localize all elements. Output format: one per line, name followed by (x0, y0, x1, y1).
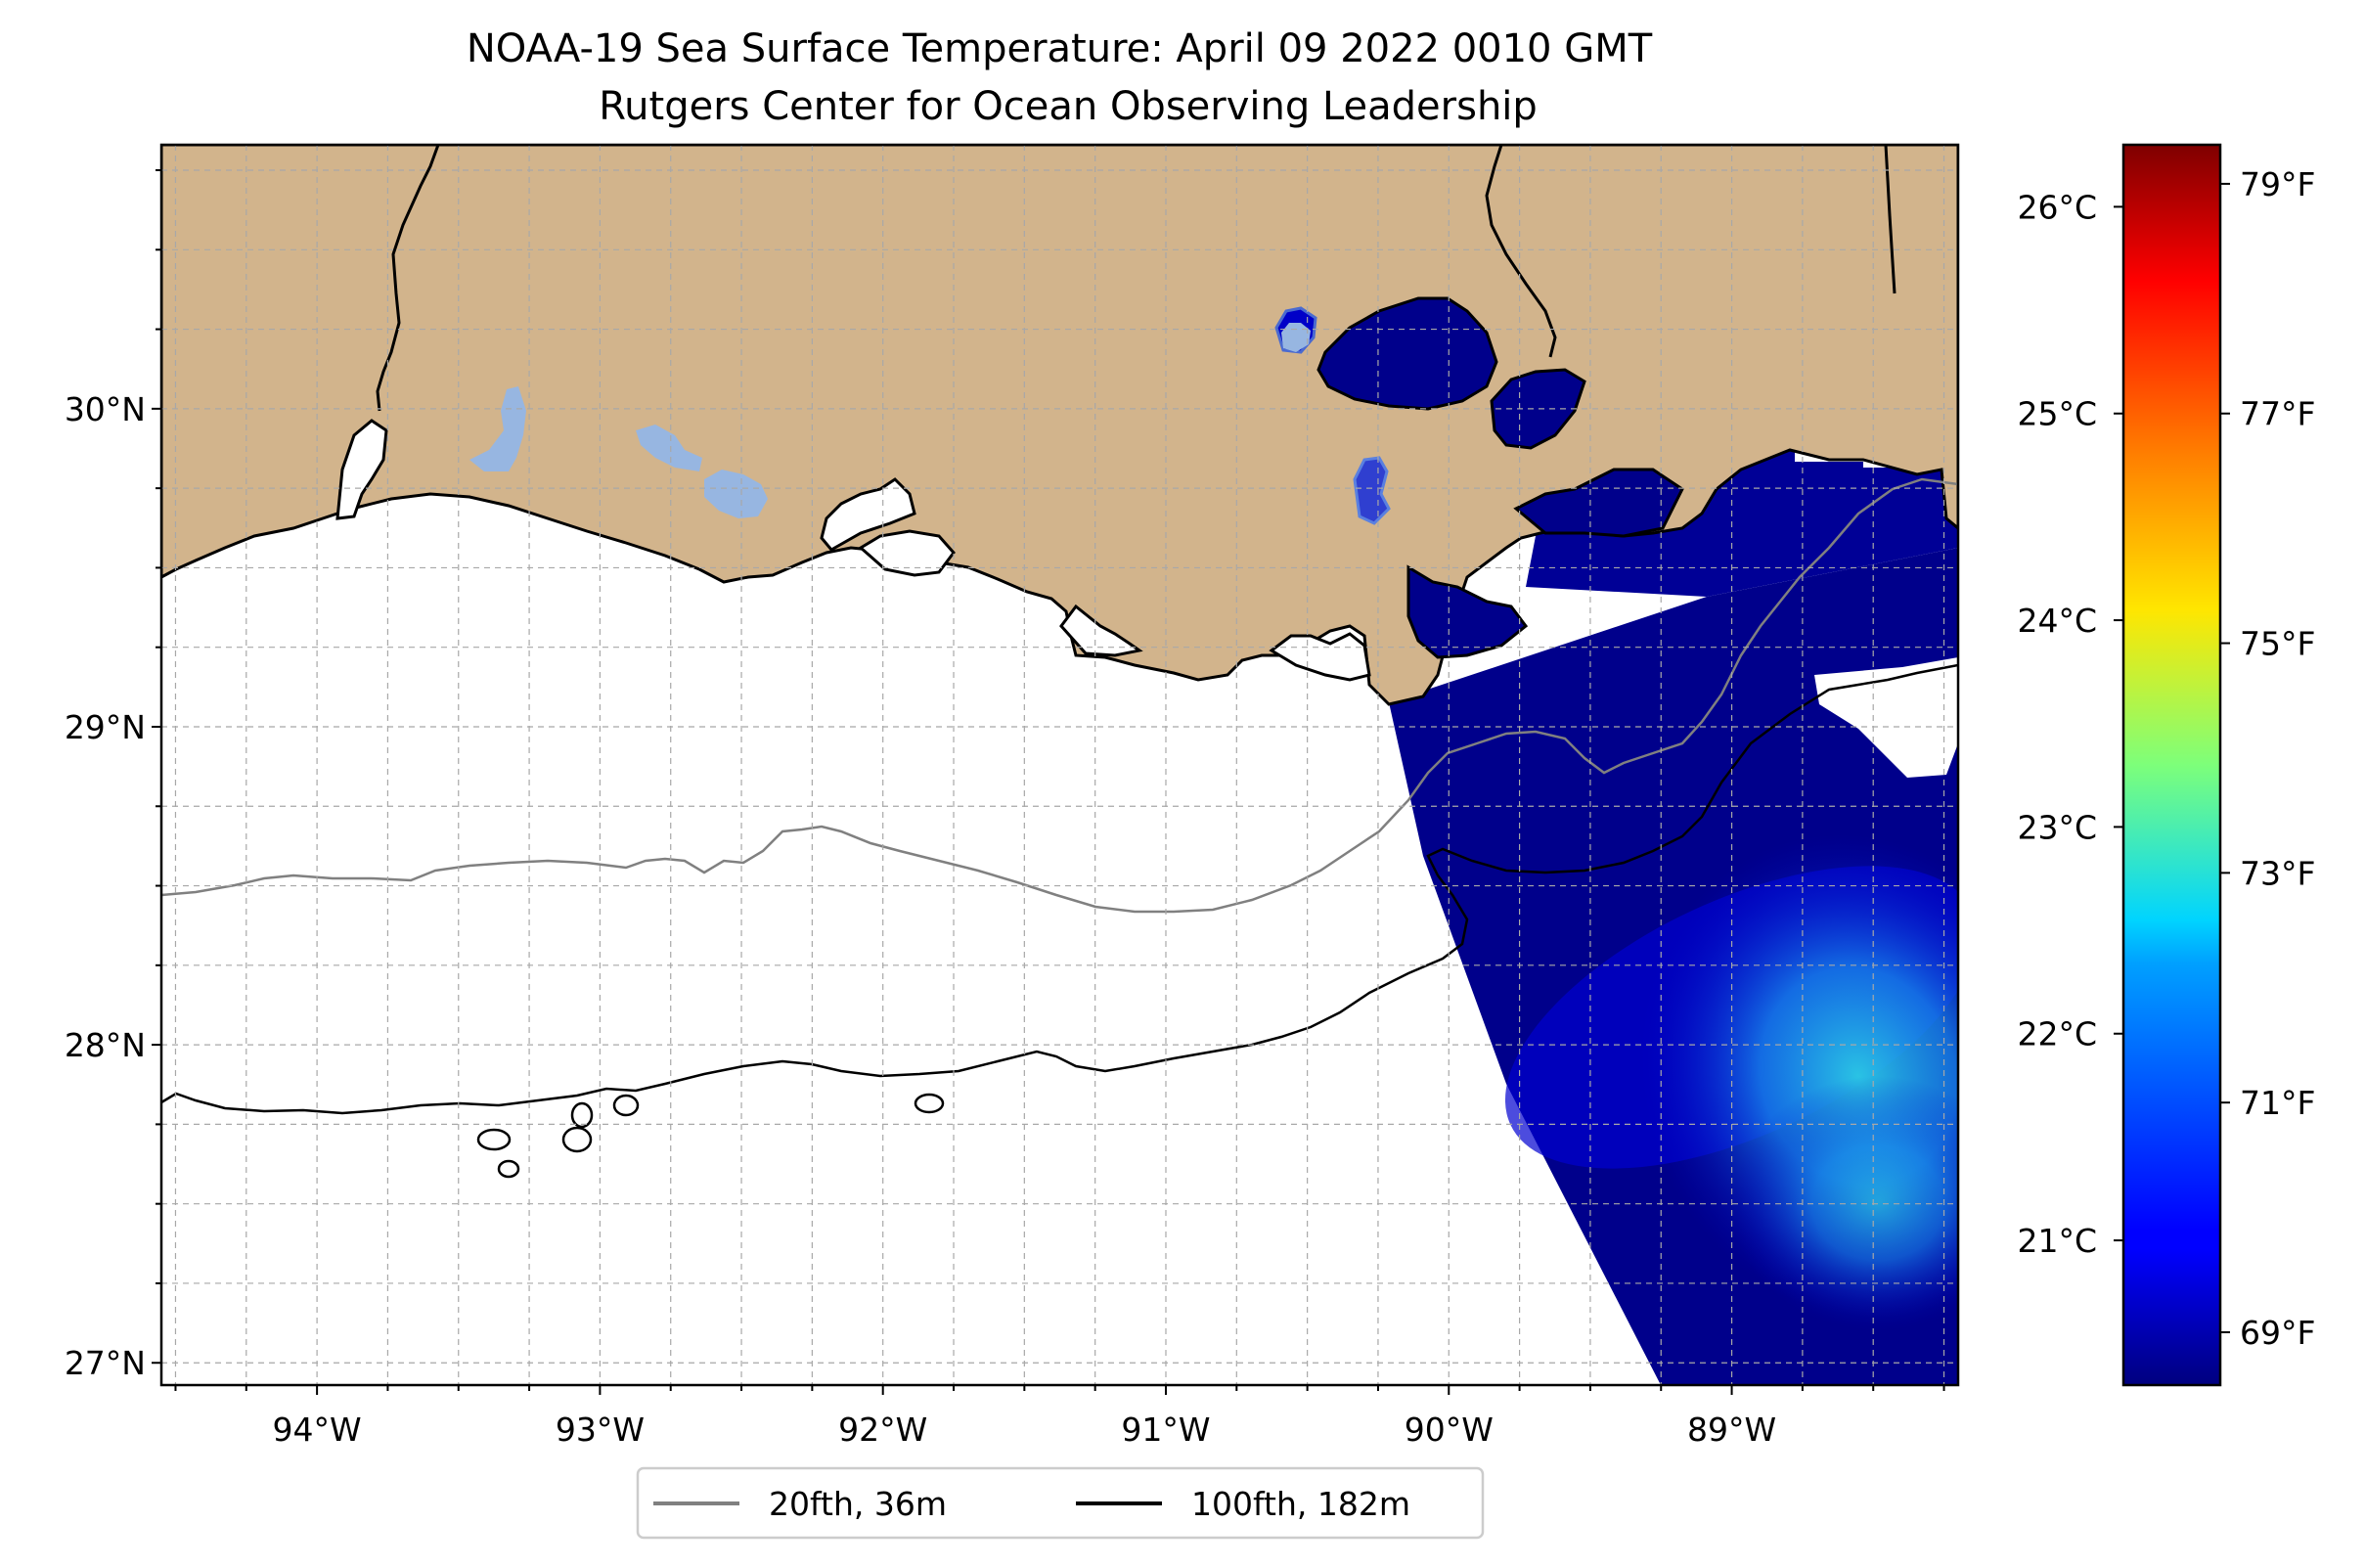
legend-label-100fth: 100fth, 182m (1191, 1485, 1410, 1523)
map-panel (161, 145, 1958, 1385)
lon-tick-label: 90°W (1405, 1411, 1494, 1449)
lat-tick-label: 29°N (65, 708, 146, 746)
lat-tick-label: 27°N (65, 1344, 146, 1382)
lake-borgne (1490, 368, 1586, 450)
lon-tick-label: 94°W (273, 1411, 362, 1449)
lat-tick-label: 28°N (65, 1026, 146, 1064)
celsius-tick-label: 25°C (2017, 395, 2097, 433)
land (161, 145, 1958, 706)
bank-contour (570, 1101, 594, 1129)
lake-pontchartrain (1316, 296, 1498, 411)
fahrenheit-tick-label: 79°F (2240, 165, 2315, 203)
map-axes: 94°W 93°W 92°W 91°W 90°W 89°W 30°N 29°N 28°N 27°N (65, 169, 1945, 1449)
legend-box (636, 1466, 1485, 1540)
celsius-tick-label: 22°C (2017, 1015, 2097, 1053)
celsius-tick-label: 23°C (2017, 808, 2097, 846)
chart-subtitle: Rutgers Center for Ocean Observing Leade… (599, 84, 1538, 129)
fahrenheit-tick-label: 77°F (2240, 395, 2315, 433)
bank-contour (914, 1093, 945, 1114)
calcasieu-lake (335, 419, 388, 520)
fahrenheit-tick-label: 69°F (2240, 1314, 2315, 1352)
lat-tick-label: 30°N (65, 390, 146, 428)
state-boundary-tx-la (376, 145, 440, 412)
lake-salvador (1353, 456, 1391, 525)
state-boundary-ms-al (1884, 145, 1896, 294)
lake-verret (1281, 323, 1311, 352)
fahrenheit-tick-label: 73°F (2240, 854, 2315, 892)
lon-tick-label: 89°W (1687, 1411, 1776, 1449)
legend-label-20fth: 20fth, 36m (769, 1485, 947, 1523)
bank-contour (561, 1126, 593, 1153)
atchafalaya-bay (1059, 604, 1143, 657)
map-frame (159, 143, 1960, 1387)
fahrenheit-tick-label: 75°F (2240, 625, 2315, 663)
barataria-bay (1406, 564, 1529, 659)
lon-tick-label: 91°W (1121, 1411, 1210, 1449)
lon-tick-label: 93°W (556, 1411, 645, 1449)
colorbar-ticks: 21°C 22°C 23°C 24°C 25°C 26°C 69°F 71°F 73°F 75°F… (2017, 165, 2315, 1352)
celsius-tick-label: 21°C (2017, 1222, 2097, 1260)
no-data-patch (1814, 657, 1958, 778)
grid-lines (161, 145, 1958, 1385)
lake-arthur (636, 425, 702, 471)
contour-20fth (161, 477, 1958, 914)
chart-title: NOAA-19 Sea Surface Temperature: April 0… (467, 26, 1653, 71)
lon-tick-label: 92°W (838, 1411, 927, 1449)
toledo-bend-lake (469, 386, 526, 471)
celsius-tick-label: 26°C (2017, 188, 2097, 226)
white-lake (704, 470, 768, 518)
breton-sound (1513, 468, 1684, 538)
fahrenheit-tick-label: 71°F (2240, 1084, 2315, 1122)
contour-legend: 20fth, 36m 100fth, 182m (636, 1466, 1485, 1540)
colorbar-gradient (2121, 143, 2222, 1387)
celsius-tick-label: 24°C (2017, 602, 2097, 640)
bank-contour (476, 1128, 512, 1151)
contour-100fth (161, 663, 1958, 1115)
lake-sabine (820, 477, 916, 552)
terrebonne-bay (1269, 632, 1371, 682)
sst-warm-patch-2 (1731, 1076, 1958, 1330)
vermilion-bay (858, 529, 956, 577)
bank-contour (612, 1094, 640, 1117)
bank-contour (497, 1159, 520, 1179)
colorbar: 21°C 22°C 23°C 24°C 25°C 26°C 69°F 71°F 73°F 75°F… (2017, 143, 2315, 1387)
